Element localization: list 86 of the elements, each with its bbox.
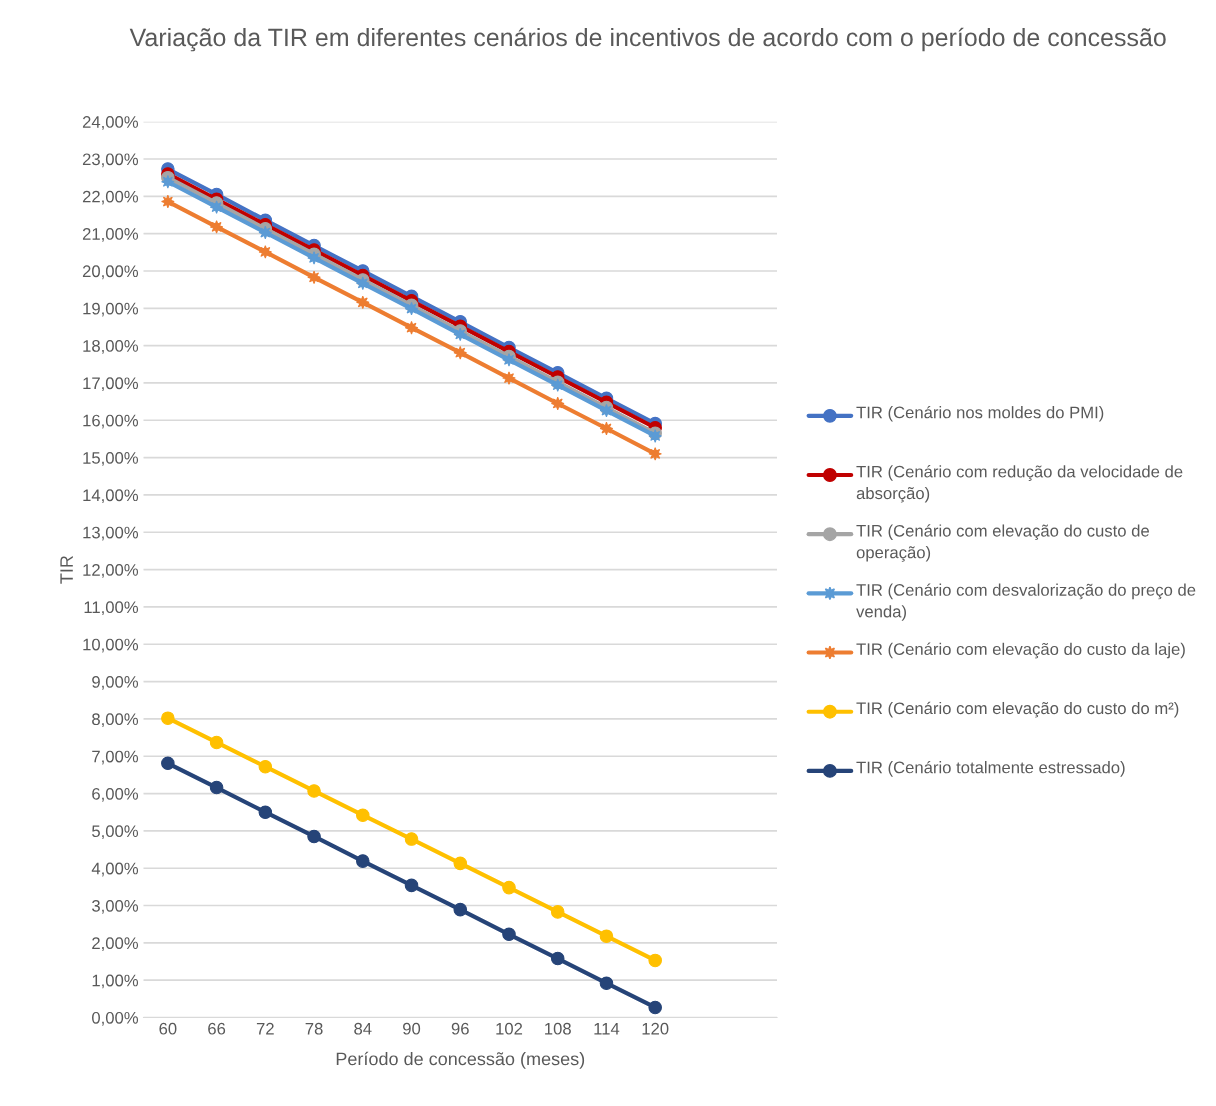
x-tick-label: 90 <box>403 1022 421 1035</box>
point <box>307 270 321 285</box>
legend-label: TIR (Cenário totalmente estressado) <box>856 760 1125 777</box>
y-tick-label: 4,00% <box>91 862 139 877</box>
y-tick-label: 23,00% <box>82 153 139 168</box>
point <box>209 780 224 795</box>
y-tick-label: 7,00% <box>92 750 139 765</box>
point <box>550 951 565 966</box>
legend-label: TIR (Cenário com elevação do custo da laje) <box>856 642 1185 659</box>
y-tick-label: 0,00% <box>92 1011 139 1026</box>
y-tick-label: 18,00% <box>83 340 139 354</box>
x-tick-label: 120 <box>642 1022 669 1035</box>
point <box>502 371 516 385</box>
point <box>356 276 370 291</box>
point <box>599 976 614 990</box>
y-tick-label: 2,00% <box>92 937 139 952</box>
y-tick-label: 9,00% <box>92 675 139 690</box>
point <box>404 320 419 335</box>
point <box>356 295 370 310</box>
point <box>453 345 468 360</box>
x-tick-label: 96 <box>451 1022 469 1035</box>
point <box>307 829 321 844</box>
y-tick-label: 20,00% <box>82 265 139 280</box>
point <box>648 447 662 461</box>
y-tick-label: 19,00% <box>83 302 139 317</box>
y-tick-label: 3,00% <box>92 899 139 914</box>
point <box>161 174 175 189</box>
point <box>161 711 175 725</box>
point <box>307 251 321 265</box>
legend-label: TIR (Cenário com elevação do custo do m²) <box>856 701 1179 718</box>
point <box>258 805 273 819</box>
point <box>209 200 224 214</box>
x-tick-label: 72 <box>256 1022 274 1035</box>
point <box>307 784 321 798</box>
y-tick-label: 11,00% <box>84 601 139 616</box>
point <box>599 421 614 436</box>
point <box>258 245 273 259</box>
point <box>258 225 273 240</box>
y-tick-label: 8,00% <box>92 713 139 728</box>
x-tick-label: 66 <box>208 1022 226 1035</box>
point <box>209 220 224 234</box>
y-tick-label: 24,00% <box>82 116 139 130</box>
point <box>453 327 468 342</box>
x-tick-label: 108 <box>545 1022 571 1035</box>
point <box>502 927 516 942</box>
point <box>258 759 273 774</box>
x-axis-title: Período de concessão (meses) <box>336 1051 585 1069</box>
y-tick-label: 17,00% <box>83 377 139 392</box>
point <box>453 856 468 871</box>
x-tick-label: 84 <box>354 1022 372 1035</box>
x-tick-label: 102 <box>496 1022 523 1035</box>
point <box>550 905 565 919</box>
x-tick-label: 114 <box>594 1022 620 1035</box>
point <box>502 353 516 367</box>
legend-label: TIR (Cenário com redução da velocidade de absorção) <box>856 465 1183 503</box>
point <box>161 756 175 771</box>
y-tick-label: 14,00% <box>83 489 139 504</box>
y-tick-label: 13,00% <box>83 526 139 541</box>
y-tick-label: 21,00% <box>82 228 139 242</box>
y-tick-label: 6,00% <box>92 787 139 802</box>
point <box>648 1000 662 1015</box>
y-tick-label: 10,00% <box>83 638 139 653</box>
chart-title: Variação da TIR em diferentes cenários de incentivos de acordo com o período de concessão <box>129 27 1166 52</box>
point <box>209 735 224 750</box>
point <box>404 878 419 893</box>
x-tick-label: 78 <box>305 1022 323 1035</box>
point <box>356 808 370 822</box>
point <box>648 953 662 968</box>
point <box>599 929 614 943</box>
legend-label: TIR (Cenário com elevação do custo de operação) <box>856 524 1149 562</box>
y-tick-label: 1,00% <box>92 974 139 989</box>
point <box>550 396 565 411</box>
point <box>453 902 468 917</box>
point <box>161 194 175 209</box>
point <box>502 880 516 895</box>
y-tick-label: 5,00% <box>92 825 139 840</box>
y-tick-label: 15,00% <box>83 452 139 466</box>
point <box>356 854 370 868</box>
y-tick-label: 12,00% <box>83 563 139 578</box>
legend-label: TIR (Cenário com desvalorização do preço de venda) <box>856 583 1196 621</box>
y-tick-label: 16,00% <box>83 414 139 429</box>
point <box>404 832 419 846</box>
x-tick-label: 60 <box>159 1022 177 1035</box>
y-axis-title: TIR <box>60 555 73 584</box>
legend-label: TIR (Cenário nos moldes do PMI) <box>856 405 1104 422</box>
y-tick-label: 22,00% <box>82 190 139 205</box>
